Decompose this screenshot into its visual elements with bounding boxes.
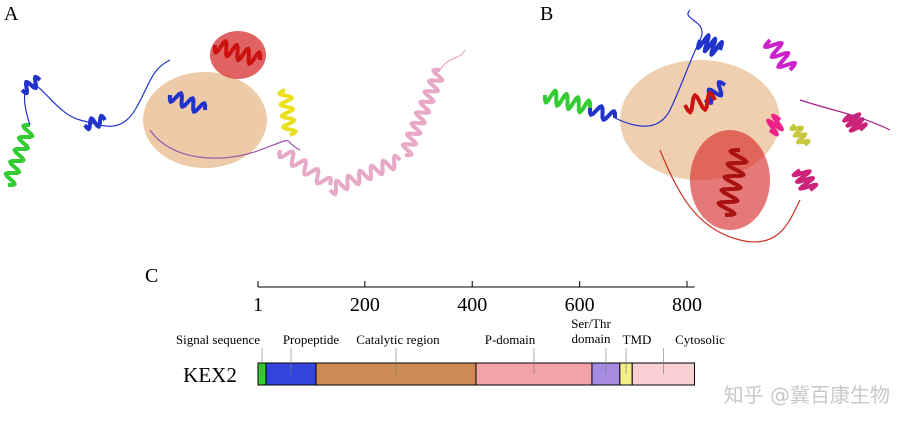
helix [588, 104, 617, 122]
helix [400, 67, 445, 158]
tick-label: 600 [565, 294, 595, 316]
helix [3, 123, 35, 187]
coil [659, 149, 801, 243]
domain-label: domain [572, 331, 611, 346]
helix [20, 74, 42, 96]
domain-label: Catalytic region [356, 332, 440, 347]
helix [543, 88, 592, 115]
helix [212, 39, 263, 66]
coil [149, 129, 301, 159]
helix [703, 80, 727, 105]
helix [683, 90, 717, 115]
coil [614, 9, 703, 127]
helix [328, 153, 402, 197]
panel-label: B [540, 3, 553, 25]
panel-label: C [145, 265, 158, 287]
domain-label: Propeptide [283, 332, 340, 347]
watermark: 知乎 @冀百康生物 [724, 383, 890, 407]
protein-structures [3, 9, 891, 243]
panel-label: A [4, 3, 19, 25]
coil [799, 99, 891, 131]
helix [277, 88, 298, 137]
tick-label: 1 [253, 294, 263, 316]
helix [83, 113, 107, 132]
helix [696, 33, 724, 57]
helix [763, 38, 797, 72]
coil [439, 49, 466, 71]
domain-label: P-domain [485, 332, 536, 347]
helix [277, 149, 333, 186]
helix [789, 123, 811, 147]
domain-label: Signal sequence [176, 332, 260, 347]
tick-label: 200 [350, 294, 380, 316]
protein-name: KEX2 [183, 363, 237, 387]
helix [842, 112, 868, 133]
helix [766, 113, 784, 137]
helix [716, 148, 749, 217]
helix [791, 168, 819, 192]
domain-diagram: 1 200 400 600 800 KEX2 Signal sequence Propepti… [176, 281, 725, 387]
tick-label: 800 [672, 294, 702, 316]
helix [167, 91, 208, 114]
tick-label: 400 [457, 294, 487, 316]
domain-label: TMD [623, 332, 652, 347]
fold [143, 72, 267, 168]
domain-label: Ser/Thr [571, 316, 611, 331]
domain-label: Cytosolic [675, 332, 725, 347]
